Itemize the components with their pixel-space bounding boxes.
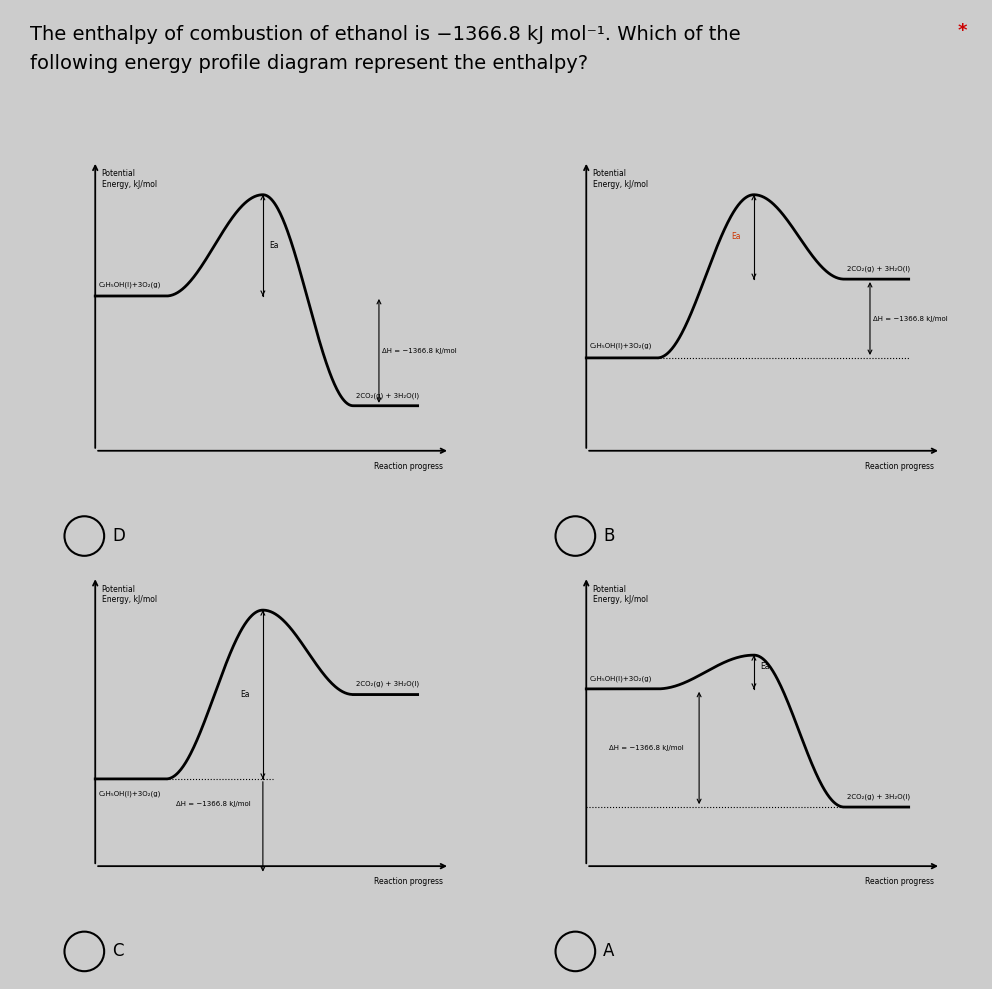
Text: The enthalpy of combustion of ethanol is −1366.8 kJ mol⁻¹. Which of the: The enthalpy of combustion of ethanol is… (30, 25, 740, 44)
Text: 2CO₂(g) + 3H₂O(l): 2CO₂(g) + 3H₂O(l) (356, 393, 420, 399)
Text: B: B (603, 527, 614, 545)
Text: Potential
Energy, kJ/mol: Potential Energy, kJ/mol (593, 169, 648, 189)
Text: Ea: Ea (270, 241, 279, 250)
Text: C₂H₅OH(l)+3O₂(g): C₂H₅OH(l)+3O₂(g) (98, 281, 161, 288)
Text: Potential
Energy, kJ/mol: Potential Energy, kJ/mol (102, 169, 157, 189)
Text: ΔH = −1366.8 kJ/mol: ΔH = −1366.8 kJ/mol (609, 745, 683, 751)
Text: Ea: Ea (761, 662, 770, 671)
Text: 2CO₂(g) + 3H₂O(l): 2CO₂(g) + 3H₂O(l) (356, 681, 420, 687)
Text: following energy profile diagram represent the enthalpy?: following energy profile diagram represe… (30, 54, 588, 73)
Text: Potential
Energy, kJ/mol: Potential Energy, kJ/mol (593, 584, 648, 604)
Text: Reaction progress: Reaction progress (865, 877, 934, 886)
Text: Ea: Ea (731, 232, 741, 241)
Text: C₂H₅OH(l)+3O₂(g): C₂H₅OH(l)+3O₂(g) (589, 343, 652, 349)
Text: ΔH = −1366.8 kJ/mol: ΔH = −1366.8 kJ/mol (176, 801, 251, 807)
Text: Ea: Ea (240, 690, 250, 699)
Text: *: * (957, 22, 967, 40)
Text: A: A (603, 943, 614, 960)
Text: ΔH = −1366.8 kJ/mol: ΔH = −1366.8 kJ/mol (873, 315, 948, 321)
Text: C₂H₅OH(l)+3O₂(g): C₂H₅OH(l)+3O₂(g) (589, 675, 652, 681)
Text: Reaction progress: Reaction progress (374, 877, 443, 886)
Text: Potential
Energy, kJ/mol: Potential Energy, kJ/mol (102, 584, 157, 604)
Text: Reaction progress: Reaction progress (374, 462, 443, 471)
Text: ΔH = −1366.8 kJ/mol: ΔH = −1366.8 kJ/mol (382, 348, 457, 354)
Text: C: C (112, 943, 124, 960)
Text: 2CO₂(g) + 3H₂O(l): 2CO₂(g) + 3H₂O(l) (847, 793, 911, 800)
Text: Reaction progress: Reaction progress (865, 462, 934, 471)
Text: 2CO₂(g) + 3H₂O(l): 2CO₂(g) + 3H₂O(l) (847, 266, 911, 272)
Text: D: D (112, 527, 125, 545)
Text: C₂H₅OH(l)+3O₂(g): C₂H₅OH(l)+3O₂(g) (98, 790, 161, 797)
